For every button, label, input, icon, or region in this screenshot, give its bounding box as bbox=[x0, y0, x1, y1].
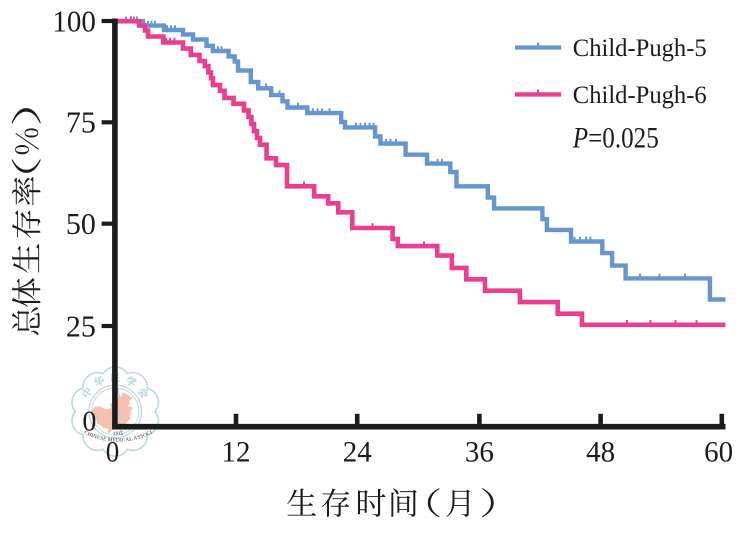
svg-text:60: 60 bbox=[704, 436, 733, 468]
svg-text:0: 0 bbox=[82, 406, 96, 437]
svg-text:Child-Pugh-6: Child-Pugh-6 bbox=[573, 82, 707, 109]
svg-text:75: 75 bbox=[66, 105, 96, 140]
svg-text:1915: 1915 bbox=[113, 431, 124, 437]
svg-text:12: 12 bbox=[222, 436, 251, 468]
svg-text:24: 24 bbox=[343, 436, 372, 468]
svg-text:100: 100 bbox=[52, 3, 96, 38]
svg-text:36: 36 bbox=[465, 436, 494, 468]
svg-text:48: 48 bbox=[586, 436, 615, 468]
svg-text:P=0.025: P=0.025 bbox=[572, 121, 659, 154]
svg-text:Child-Pugh-5: Child-Pugh-5 bbox=[573, 35, 707, 62]
svg-text:0: 0 bbox=[106, 436, 120, 468]
svg-text:25: 25 bbox=[66, 308, 96, 343]
svg-text:50: 50 bbox=[66, 206, 96, 241]
